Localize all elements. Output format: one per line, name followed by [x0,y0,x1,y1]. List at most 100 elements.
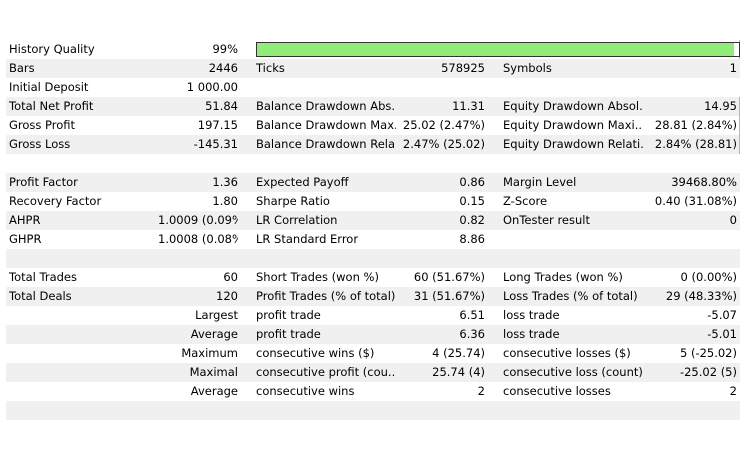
total-deals-c1-value: 120 [216,289,238,303]
spacer-2-c1-value [158,249,238,268]
report-row-average: Average profit trade 6.36 loss trade -5.… [6,325,740,344]
initial-deposit-c3-value [398,78,485,97]
report-row-gross-profit: Gross Profit 197.15 Balance Drawdown Max… [6,116,740,135]
profit-factor-c3-value: 0.86 [459,175,485,189]
spacer-1-c3-value [398,154,485,173]
spacer-2-c4-label [503,249,643,268]
net-profit-c5-value: 14.95 [704,99,737,113]
ghpr-c2-label: LR Standard Error [256,232,359,246]
ghpr-c1-value: 1.0008 (0.08%) [158,232,238,246]
ahpr-c5-value: 0 [729,213,737,227]
ahpr-c3-value: 0.82 [459,213,485,227]
gross-loss-c5-value: 2.84% (28.81) [654,137,737,151]
average-c1-value [158,325,238,344]
report-row-total-trades: Total Trades 60 Short Trades (won %) 60 … [6,268,740,287]
bars-c5-value: 1 [729,61,737,75]
total-deals-c5-value: 29 (48.33%) [665,289,737,303]
average-consecutive-c1-value [158,382,238,401]
report-row-ghpr: GHPR 1.0008 (0.08%) LR Standard Error 8.… [6,230,740,249]
report-row-largest: Largest profit trade 6.51 loss trade -5.… [6,306,740,325]
spacer-3-c3-value [398,401,485,420]
average-c5-value: -5.01 [707,327,737,341]
largest-c2-label: profit trade [256,308,321,322]
net-profit-c0-label: Total Net Profit [9,99,94,113]
total-deals-c3-value: 31 (51.67%) [413,289,485,303]
maximal-c5-value: -25.02 (5) [679,365,737,379]
report-row-maximal: Maximal consecutive profit (cou... 25.74… [6,363,740,382]
maximum-c4-label: consecutive losses ($) [503,346,631,360]
ghpr-c0-label: GHPR [9,232,42,246]
ahpr-c4-label: OnTester result [503,213,590,227]
bars-c3-value: 578925 [441,61,485,75]
report-row-initial-deposit: Initial Deposit 1 000.00 [6,78,740,97]
bars-c0-label: Bars [9,61,35,75]
spacer-3-c2-label [256,401,396,420]
total-trades-c2-label: Short Trades (won %) [256,270,379,284]
profit-factor-c0-label: Profit Factor [9,175,78,189]
spacer-3-c4-label [503,401,643,420]
maximum-c5-value: 5 (-25.02) [679,346,737,360]
maximal-c0-label: Maximal [189,365,238,379]
ahpr-c0-label: AHPR [9,213,41,227]
initial-deposit-c0-label: Initial Deposit [9,80,89,94]
total-trades-c4-label: Long Trades (won %) [503,270,623,284]
profit-factor-c4-label: Margin Level [503,175,577,189]
spacer-1-c0-label [9,154,159,173]
average-c3-value: 6.36 [459,327,485,341]
maximal-c2-label: consecutive profit (cou... [256,365,396,379]
net-profit-c3-value: 11.31 [452,99,485,113]
net-profit-c1-value: 51.84 [205,99,238,113]
largest-c1-value [158,306,238,325]
average-consecutive-c3-value: 2 [477,384,485,398]
gross-profit-c1-value: 197.15 [197,118,238,132]
maximum-c3-value: 4 (25.74) [432,346,485,360]
initial-deposit-c2-label [256,78,396,97]
spacer-2-c5-value [642,249,737,268]
maximum-c0-label: Maximum [181,346,238,360]
gross-profit-c4-label: Equity Drawdown Maxi... [503,118,643,132]
spacer-3-c0-label [9,401,159,420]
bars-c1-value: 2446 [208,61,238,75]
history-quality-bar-fill [257,43,735,56]
spacer-2-c3-value [398,249,485,268]
spacer-3-c1-value [158,401,238,420]
profit-factor-c5-value: 39468.80% [671,175,737,189]
average-consecutive-c4-label: consecutive losses [503,384,611,398]
maximum-c1-value [158,344,238,363]
backtest-report-table: History Quality 99% Bars 2446 Ticks 5789… [6,40,740,420]
ghpr-c5-value [642,230,737,249]
total-deals-c2-label: Profit Trades (% of total) [256,289,396,303]
spacer-2-c2-label [256,249,396,268]
recovery-factor-c1-value: 1.80 [212,194,238,208]
average-c4-label: loss trade [503,327,560,341]
history-quality-label: History Quality [9,42,95,56]
report-row-maximum: Maximum consecutive wins ($) 4 (25.74) c… [6,344,740,363]
spacer-1-c4-label [503,154,643,173]
average-c2-label: profit trade [256,327,321,341]
gross-loss-c1-value: -145.31 [193,137,238,151]
ahpr-c1-value: 1.0009 (0.09%) [158,213,238,227]
total-deals-c4-label: Loss Trades (% of total) [503,289,638,303]
report-row-gross-loss: Gross Loss -145.31 Balance Drawdown Rela… [6,135,740,154]
report-row-spacer-3 [6,401,740,420]
ahpr-c2-label: LR Correlation [256,213,338,227]
spacer-1-c2-label [256,154,396,173]
gross-profit-c0-label: Gross Profit [9,118,76,132]
total-trades-c1-value: 60 [223,270,238,284]
largest-c0-label: Largest [195,308,238,322]
spacer-2-c0-label [9,249,159,268]
report-row-average-consecutive: Average consecutive wins 2 consecutive l… [6,382,740,401]
recovery-factor-c3-value: 0.15 [459,194,485,208]
bars-c2-label: Ticks [256,61,285,75]
maximal-c3-value: 25.74 (4) [432,365,485,379]
gross-profit-c5-value: 28.81 (2.84%) [654,118,737,132]
maximal-c4-label: consecutive loss (count) [503,365,643,379]
gross-loss-c0-label: Gross Loss [9,137,71,151]
gross-profit-c2-label: Balance Drawdown Max... [256,118,396,132]
largest-c3-value: 6.51 [459,308,485,322]
report-row-total-deals: Total Deals 120 Profit Trades (% of tota… [6,287,740,306]
report-row-ahpr: AHPR 1.0009 (0.09%) LR Correlation 0.82 … [6,211,740,230]
average-consecutive-c2-label: consecutive wins [256,384,355,398]
largest-c4-label: loss trade [503,308,560,322]
history-quality-value: 99% [212,42,238,56]
